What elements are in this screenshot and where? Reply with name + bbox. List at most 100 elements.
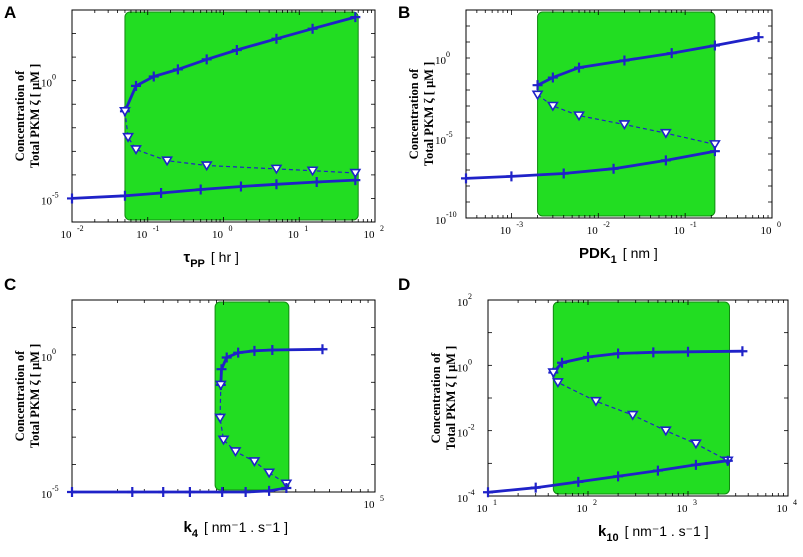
x-axis-label-subscript: 10 xyxy=(606,532,618,544)
data-point xyxy=(683,346,693,357)
x-axis-label-subscript: 4 xyxy=(192,528,199,540)
bistable-region xyxy=(552,301,730,495)
y-axis-label: Total PKM ζ [ μM ] xyxy=(28,344,42,448)
panel-d: D10110210310410-410-2100102Concentration… xyxy=(398,275,797,544)
x-tick-label: 10 xyxy=(577,503,589,515)
series-3 xyxy=(67,175,361,204)
data-point xyxy=(281,482,292,493)
data-point xyxy=(483,487,493,498)
data-point xyxy=(214,380,227,391)
x-tick-label: 10 xyxy=(777,503,789,515)
data-point xyxy=(709,40,720,51)
data-point xyxy=(221,352,232,363)
x-tick-label: 10 xyxy=(364,499,376,511)
data-point xyxy=(270,164,283,175)
data-point xyxy=(119,107,131,117)
x-axis-label-unit: [ hr ] xyxy=(211,249,239,265)
y-tick-exponent: -4 xyxy=(468,488,475,497)
x-tick-exponent: 0 xyxy=(229,224,233,233)
x-axis-label: PDK1[ nm ] xyxy=(579,245,658,266)
x-tick-exponent: -2 xyxy=(77,224,84,233)
series-line xyxy=(465,149,716,180)
data-point xyxy=(551,378,564,388)
data-point xyxy=(264,485,275,496)
series-1 xyxy=(532,32,764,91)
y-tick-exponent: -2 xyxy=(468,423,475,432)
x-tick-exponent: 4 xyxy=(793,498,797,507)
data-point xyxy=(722,455,733,466)
data-point xyxy=(461,173,471,184)
data-point xyxy=(659,128,672,139)
y-tick-exponent: -10 xyxy=(446,210,457,219)
x-tick-exponent: 1 xyxy=(304,224,308,233)
y-tick-label: 10 xyxy=(457,297,469,309)
y-axis-label: Total PKM ζ [ μM ] xyxy=(28,64,42,168)
data-point xyxy=(613,471,624,482)
x-axis-label-unit: [ nm ] xyxy=(623,245,658,261)
data-point xyxy=(67,193,77,204)
data-point xyxy=(240,487,251,497)
data-point xyxy=(737,346,748,357)
data-point xyxy=(690,459,701,470)
x-axis-label: k10[ nm⁻1 . s⁻1 ] xyxy=(598,523,709,544)
series-2 xyxy=(214,380,293,490)
data-point xyxy=(652,465,663,476)
x-tick-label: 10 xyxy=(288,229,300,241)
x-tick-exponent: 1 xyxy=(493,498,497,507)
x-tick-exponent: 3 xyxy=(693,498,697,507)
y-tick-exponent: 0 xyxy=(446,50,450,59)
x-tick-label: 10 xyxy=(136,229,148,241)
x-tick-exponent: -1 xyxy=(690,220,697,229)
data-point xyxy=(184,487,195,497)
series-2 xyxy=(119,107,362,179)
series-3 xyxy=(483,455,733,498)
data-point xyxy=(317,344,328,355)
x-tick-label: 10 xyxy=(674,225,686,237)
y-tick-label: 10 xyxy=(435,55,447,67)
data-point xyxy=(200,161,213,172)
x-axis-label: k4[ nm⁻1 . s⁻1 ] xyxy=(184,519,289,540)
data-point xyxy=(648,347,659,358)
bistable-region xyxy=(537,11,716,217)
series-3 xyxy=(67,482,292,497)
data-point xyxy=(530,482,541,493)
data-point xyxy=(271,33,282,44)
x-tick-label: 10 xyxy=(587,225,599,237)
y-tick-exponent: 0 xyxy=(52,347,56,356)
y-tick-label: 10 xyxy=(41,489,53,501)
panel-b: B10-310-210-110010-1010-5100Concentratio… xyxy=(398,3,781,266)
data-point xyxy=(248,457,261,468)
data-point xyxy=(574,62,585,73)
x-tick-exponent: 5 xyxy=(380,494,384,503)
data-point xyxy=(311,176,322,187)
data-point xyxy=(148,71,159,82)
data-point xyxy=(709,146,720,157)
x-tick-label: 10 xyxy=(364,229,376,241)
y-axis-label: Concentration of xyxy=(407,68,421,159)
y-tick-label: 10 xyxy=(457,428,469,440)
x-axis-label-unit: [ nm⁻1 . s⁻1 ] xyxy=(204,519,288,535)
data-point xyxy=(558,168,569,179)
data-point xyxy=(216,364,227,375)
panel-label: A xyxy=(4,3,16,22)
x-axis-label-unit: [ nm⁻1 . s⁻1 ] xyxy=(625,523,709,539)
data-point xyxy=(172,64,183,75)
data-point xyxy=(690,439,702,450)
y-tick-exponent: -5 xyxy=(446,130,453,139)
data-point xyxy=(532,80,543,91)
data-point xyxy=(349,168,362,179)
data-point xyxy=(235,181,246,192)
data-point xyxy=(217,487,228,497)
y-tick-exponent: 0 xyxy=(52,73,56,82)
data-point xyxy=(231,45,242,56)
panel-label: D xyxy=(398,275,410,294)
x-tick-label: 10 xyxy=(61,229,73,241)
data-point xyxy=(547,72,558,83)
x-tick-label: 10 xyxy=(212,229,224,241)
data-point xyxy=(156,188,167,199)
data-point xyxy=(119,190,130,201)
x-tick-exponent: 2 xyxy=(593,498,597,507)
data-point xyxy=(583,351,593,362)
